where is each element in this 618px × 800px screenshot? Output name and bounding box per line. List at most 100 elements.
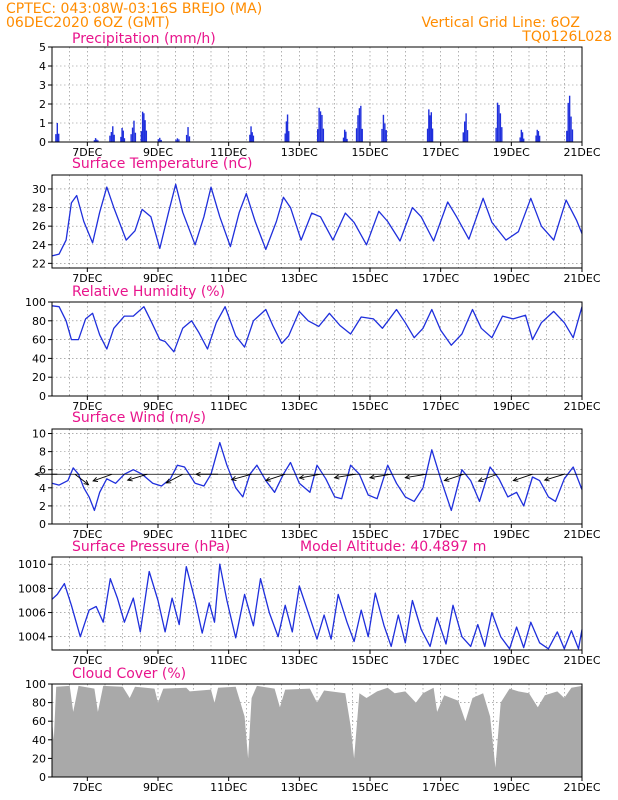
precip-bar	[144, 120, 146, 142]
precip-bar	[520, 129, 523, 142]
x-tick-label: 15DEC	[351, 528, 388, 541]
y-tick-label: 40	[32, 734, 46, 747]
precip-bar	[345, 131, 347, 142]
y-tick-label: 100	[25, 678, 46, 691]
cloud-panel: 0 20 40 60 80 100 7DEC 9DEC 11DEC 13DEC 15DEC 17DEC…	[25, 666, 601, 794]
x-tick-label: 13DEC	[281, 146, 318, 159]
x-tick-label: 21DEC	[563, 146, 600, 159]
y-tick-label: 1004	[18, 631, 46, 644]
precip-bar	[288, 131, 290, 142]
precip-bar	[381, 128, 383, 142]
precip-bar	[141, 111, 144, 142]
temp-title: Surface Temperature (nC)	[72, 156, 253, 172]
x-tick-label: 13DEC	[281, 654, 318, 667]
wind-arrow	[265, 473, 286, 481]
x-tick-label: 17DEC	[422, 781, 459, 794]
precip-bar	[97, 140, 99, 142]
y-tick-label: 22	[32, 257, 46, 270]
y-tick-label: 100	[25, 296, 46, 309]
x-tick-label: 9DEC	[143, 272, 173, 285]
x-tick-label: 21DEC	[563, 654, 600, 667]
x-tick-label: 11DEC	[210, 400, 247, 413]
precip-bar	[113, 134, 115, 142]
precip-bar	[178, 139, 180, 142]
x-tick-label: 21DEC	[563, 781, 600, 794]
precip-bar	[498, 104, 500, 142]
precip-bar	[185, 134, 188, 142]
wind-arrow-head	[195, 471, 201, 477]
y-tick-label: 20	[32, 371, 46, 384]
wind-arrow-head	[443, 476, 450, 482]
pressure-title: Surface Pressure (hPa)	[72, 539, 230, 555]
precip-bar	[535, 135, 537, 142]
wind-arrow-head	[543, 476, 550, 482]
precip-frame	[51, 46, 583, 143]
x-tick-label: 19DEC	[493, 528, 530, 541]
x-tick-label: 17DEC	[422, 528, 459, 541]
y-tick-label: 26	[32, 220, 46, 233]
x-tick-label: 21DEC	[563, 528, 600, 541]
y-tick-label: 80	[32, 315, 46, 328]
precip-bar	[122, 130, 124, 142]
precip-bar	[317, 129, 319, 142]
x-tick-label: 21DEC	[563, 400, 600, 413]
precip-bar	[567, 102, 569, 142]
model-altitude-note: Model Altitude: 40.4897 m	[300, 539, 486, 555]
x-tick-label: 19DEC	[493, 654, 530, 667]
wind-arrow-head	[404, 474, 411, 480]
precip-bar	[431, 128, 434, 142]
y-tick-label: 0	[39, 390, 46, 403]
wind-arrow-head	[477, 477, 484, 483]
precip-bar	[321, 114, 323, 142]
precip-bar	[286, 114, 289, 142]
x-tick-label: 19DEC	[493, 272, 530, 285]
precip-bar	[58, 133, 60, 142]
x-tick-label: 15DEC	[351, 781, 388, 794]
y-tick-label: 1010	[18, 558, 46, 571]
wind-arrow	[74, 473, 89, 486]
x-tick-label: 11DEC	[210, 146, 247, 159]
precip-bar	[496, 102, 499, 142]
y-tick-label: 1006	[18, 607, 46, 620]
wind-arrow	[127, 473, 148, 481]
precip-bar	[462, 132, 464, 142]
precip-bar	[140, 131, 143, 142]
x-tick-label: 9DEC	[143, 781, 173, 794]
y-tick-label: 80	[32, 697, 46, 710]
wind-arrow	[299, 473, 321, 479]
precip-bar	[466, 130, 469, 142]
x-tick-label: 7DEC	[72, 528, 102, 541]
rh-title: Relative Humidity (%)	[72, 284, 225, 300]
x-tick-label: 21DEC	[563, 272, 600, 285]
precip-bar	[342, 137, 345, 142]
precip-bar	[143, 113, 145, 142]
precip-bar	[252, 135, 255, 142]
precip-bar	[385, 130, 387, 142]
precip-bar	[360, 105, 362, 142]
y-tick-label: 40	[32, 352, 46, 365]
y-tick-label: 20	[32, 752, 46, 765]
wind-arrow	[478, 473, 498, 482]
precip-bar	[428, 109, 430, 142]
y-tick-label: 24	[32, 239, 46, 252]
y-tick-label: 0	[39, 518, 46, 531]
precip-bar	[519, 137, 521, 142]
precip-bar	[134, 132, 137, 142]
precip-bar	[318, 107, 320, 142]
precip-bar	[319, 111, 322, 142]
x-tick-label: 11DEC	[210, 781, 247, 794]
x-tick-label: 7DEC	[72, 781, 102, 794]
wind-arrow	[544, 473, 565, 481]
rh-series-line	[51, 305, 583, 353]
rh-frame	[51, 301, 583, 397]
precip-bar	[284, 133, 286, 142]
precip-bar	[426, 128, 429, 142]
y-tick-label: 1	[39, 117, 46, 130]
x-tick-label: 13DEC	[281, 781, 318, 794]
precip-bar	[112, 126, 114, 142]
precip-bar	[94, 138, 97, 142]
cloud-frame	[51, 683, 583, 778]
precip-bar	[175, 139, 177, 142]
